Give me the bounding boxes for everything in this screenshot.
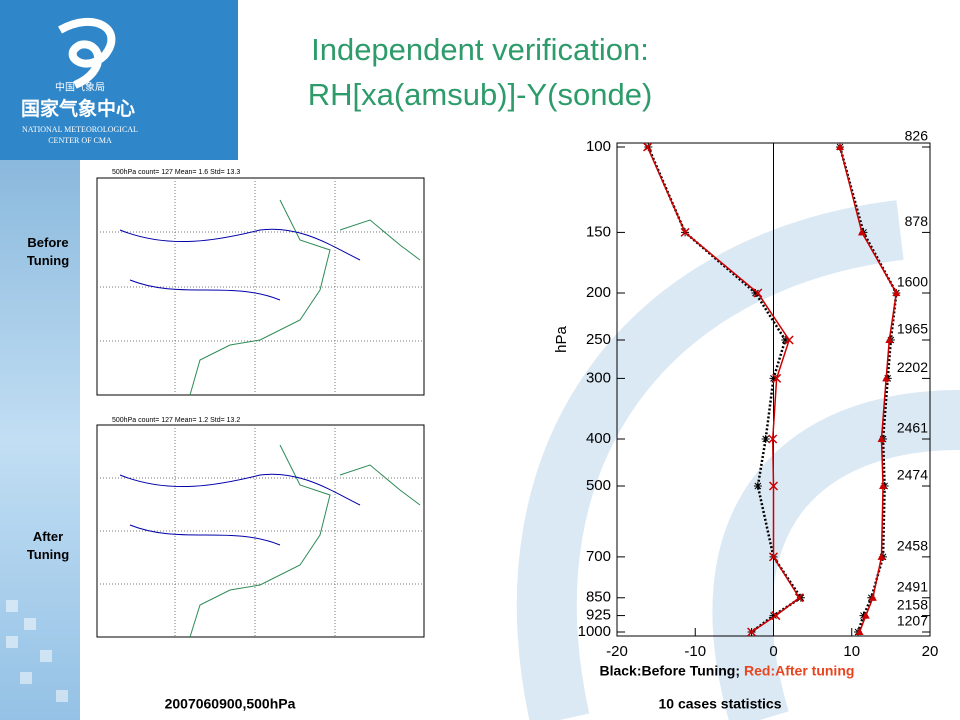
marker — [768, 434, 778, 444]
y-tick-label: 500 — [586, 477, 611, 494]
title: RH[xa(amsub)]-Y(sonde) — [308, 77, 653, 112]
title: Independent verification: — [311, 32, 649, 67]
x-tick-label: -20 — [606, 643, 628, 660]
map-after: 500hPa count= 127 Mean= 1.2 Std= 13.2 Af… — [27, 417, 425, 638]
map-before: 500hPa count= 127 Mean= 1.6 Std= 13.3 Be… — [27, 169, 425, 396]
y-tick-label: 925 — [586, 607, 611, 624]
marker — [794, 593, 804, 603]
count-label: 878 — [905, 213, 929, 229]
y-tick-label: 150 — [586, 223, 611, 240]
y-tick-label: 200 — [586, 284, 611, 301]
logo-mark — [58, 17, 116, 89]
marker — [879, 482, 888, 490]
y-tick-label: 850 — [586, 589, 611, 606]
count-label: 2158 — [897, 596, 928, 612]
marker — [796, 593, 805, 602]
pixel-deco — [6, 600, 68, 702]
map-header: 500hPa count= 127 Mean= 1.6 Std= 13.3 — [112, 169, 240, 176]
logo-text: CENTER OF CMA — [48, 136, 112, 145]
y-tick-label: 250 — [586, 331, 611, 348]
legend-red: Red:After tuning — [744, 663, 854, 679]
marker — [747, 627, 757, 637]
x-tick-label: 20 — [922, 643, 939, 660]
map-frame — [96, 177, 425, 396]
marker — [859, 611, 868, 620]
marker — [855, 628, 864, 635]
count-label: 1600 — [897, 274, 928, 290]
marker — [772, 373, 782, 383]
y-tick-label: 1000 — [578, 623, 611, 640]
y-tick-label: 400 — [586, 430, 611, 447]
marker — [769, 374, 778, 383]
count-label: 1207 — [897, 613, 928, 629]
y-tick-label: 300 — [586, 369, 611, 386]
map-label: After Tuning — [27, 529, 69, 562]
count-label: 826 — [905, 128, 929, 144]
map-frame — [96, 424, 425, 638]
marker — [885, 336, 894, 344]
marker — [836, 143, 845, 150]
logo-text: 国家气象中心 — [21, 97, 135, 120]
logo-panel — [0, 0, 238, 160]
marker — [882, 374, 891, 382]
marker — [642, 142, 653, 152]
marker — [857, 228, 866, 236]
marker — [753, 482, 762, 490]
marker — [769, 611, 778, 620]
marker — [751, 289, 760, 297]
count-label: 1965 — [897, 321, 928, 337]
logo-text: 中国气象局 — [55, 81, 105, 94]
marker — [877, 552, 886, 560]
y-axis-label: hPa — [553, 326, 570, 353]
y-tick-label: 700 — [586, 548, 611, 565]
marker — [768, 481, 779, 491]
count-label: 2491 — [897, 578, 928, 594]
caption: 2007060900,500hPa — [165, 696, 296, 712]
swirl-deco — [516, 200, 960, 720]
x-tick-label: 10 — [843, 643, 860, 660]
legend-black: Black:Before Tuning; — [599, 663, 740, 679]
logo-text: NATIONAL METEOROLOGICAL — [22, 125, 138, 134]
marker — [868, 593, 877, 601]
map-header: 500hPa count= 127 Mean= 1.2 Std= 13.2 — [112, 417, 240, 424]
marker — [753, 288, 763, 298]
marker — [877, 434, 886, 442]
marker — [892, 288, 901, 296]
marker — [768, 552, 779, 562]
y-tick-label: 100 — [586, 138, 611, 155]
marker — [784, 335, 794, 345]
x-tick-label: 0 — [769, 643, 777, 660]
count-label: 2461 — [897, 420, 928, 436]
caption: 10 cases statistics — [659, 696, 782, 712]
marker — [771, 611, 781, 621]
count-label: 2474 — [897, 467, 928, 483]
marker — [861, 611, 870, 619]
count-label: 2202 — [897, 359, 928, 375]
count-label: 2458 — [897, 538, 928, 554]
marker — [761, 434, 770, 443]
side-band — [0, 160, 80, 720]
marker — [781, 336, 790, 345]
x-tick-label: -10 — [684, 643, 706, 660]
map-label: Before Tuning — [27, 235, 69, 268]
marker — [680, 227, 690, 237]
